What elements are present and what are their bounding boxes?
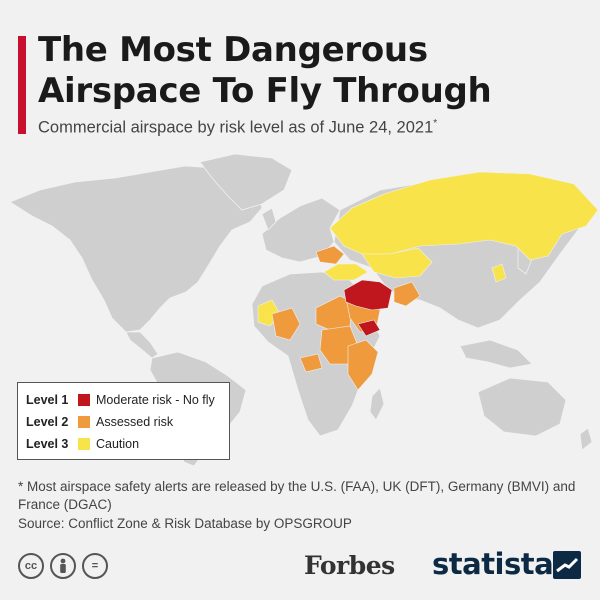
legend-level-1-swatch	[78, 394, 90, 406]
footnote: * Most airspace safety alerts are releas…	[18, 479, 576, 512]
world-risk-map	[9, 153, 599, 467]
legend-level-3-label: Level 3	[26, 437, 69, 451]
new-zealand	[579, 427, 593, 451]
statista-logo-icon[interactable]	[553, 551, 581, 579]
north-america	[9, 165, 263, 333]
legend-level-2-swatch	[78, 416, 90, 428]
subtitle-text: Commercial airspace by risk level as of …	[38, 118, 434, 137]
madagascar	[369, 387, 385, 421]
subtitle-footnote-mark: *	[433, 118, 438, 129]
yemen-nofly	[357, 319, 381, 337]
iran-syria-iraq-nofly	[343, 279, 393, 311]
uk	[261, 207, 277, 231]
map-legend: Level 1 Moderate risk - No fly Level 2 A…	[17, 382, 230, 460]
title-accent-bar	[18, 36, 26, 134]
kazakhstan-caution	[361, 247, 433, 279]
attribution-icon[interactable]	[50, 553, 76, 579]
legend-level-1-label: Level 1	[26, 393, 69, 407]
afghanistan-assessed	[393, 281, 421, 307]
greenland	[199, 153, 293, 211]
legend-level-1-text: Moderate risk - No fly	[96, 393, 215, 407]
mali-assessed	[271, 307, 301, 341]
europe	[261, 197, 341, 263]
legend-level-3-swatch	[78, 438, 90, 450]
southeast-asia-islands	[459, 339, 533, 369]
central-america	[125, 331, 159, 359]
ukraine-east-assessed	[315, 245, 345, 265]
north-korea-caution	[491, 263, 507, 283]
no-derivatives-icon[interactable]: =	[82, 553, 108, 579]
legend-row-level-1: Level 1 Moderate risk - No fly	[26, 389, 221, 411]
license-icons: cc =	[18, 553, 108, 579]
legend-level-3-text: Caution	[96, 437, 140, 451]
turkey-greece-caution	[323, 263, 369, 281]
car-assessed	[299, 353, 323, 373]
horn-of-africa-assessed	[347, 339, 379, 391]
page-subtitle: Commercial airspace by risk level as of …	[38, 118, 437, 138]
legend-level-2-label: Level 2	[26, 415, 69, 429]
page-title: The Most Dangerous Airspace To Fly Throu…	[38, 30, 492, 111]
forbes-logo[interactable]: Forbes	[304, 551, 395, 580]
creative-commons-icon[interactable]: cc	[18, 553, 44, 579]
legend-row-level-2: Level 2 Assessed risk	[26, 411, 221, 433]
australia	[477, 377, 567, 437]
legend-level-2-text: Assessed risk	[96, 415, 174, 429]
legend-row-level-3: Level 3 Caution	[26, 433, 221, 455]
source-note: Source: Conflict Zone & Risk Database by…	[18, 516, 352, 531]
statista-logo-text[interactable]: statista	[432, 547, 554, 581]
